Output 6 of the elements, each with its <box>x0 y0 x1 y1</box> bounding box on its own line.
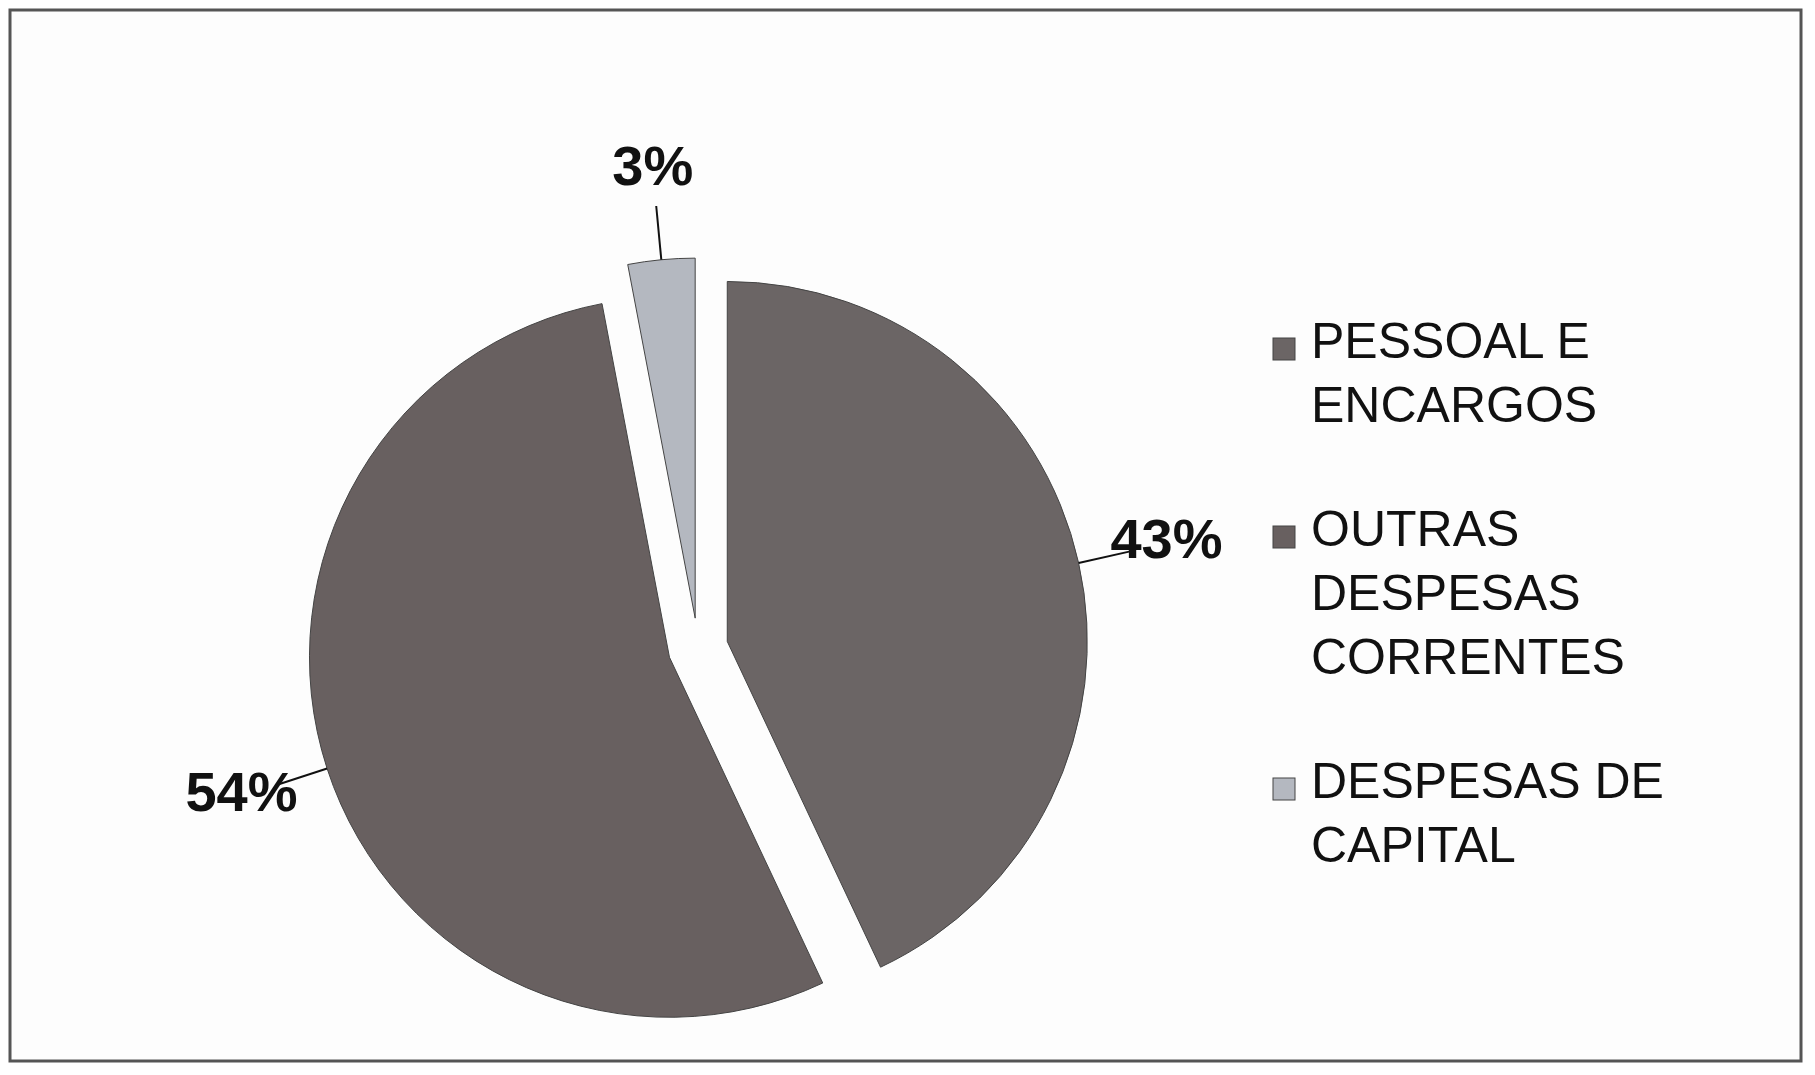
data-label: 3% <box>612 133 694 197</box>
data-label: 54% <box>185 760 298 824</box>
data-label: 43% <box>1110 507 1223 571</box>
legend-label: PESSOAL E ENCARGOS <box>1311 313 1598 433</box>
legend-label: DESPESAS DE CAPITAL <box>1311 753 1664 873</box>
legend-label: OUTRAS DESPESAS CORRENTES <box>1311 501 1625 685</box>
